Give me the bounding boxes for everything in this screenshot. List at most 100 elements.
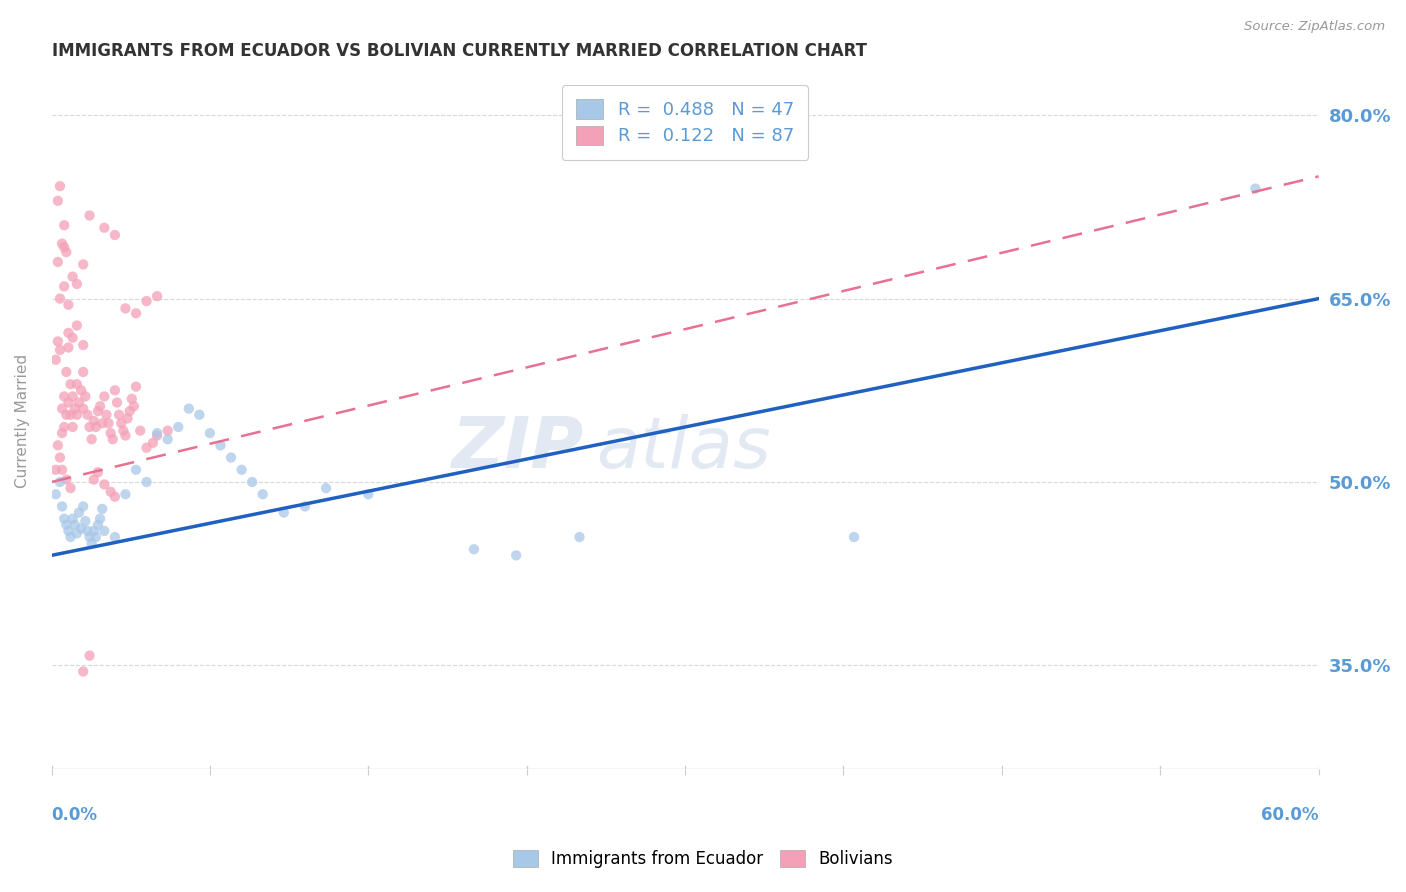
Point: [53, 389, 76, 403]
Point: [66, 526, 89, 541]
Point: [167, 420, 190, 434]
Point: [66, 377, 89, 392]
Point: [87, 517, 110, 532]
Point: [72, 665, 94, 679]
Point: [188, 408, 211, 422]
Point: [49, 179, 72, 194]
Point: [79, 209, 101, 223]
Point: [83, 473, 105, 487]
Point: [76, 524, 98, 538]
Point: [75, 389, 97, 403]
Point: [100, 484, 122, 499]
Point: [125, 463, 148, 477]
Point: [93, 389, 115, 403]
Point: [114, 301, 136, 316]
Point: [93, 477, 115, 491]
Point: [125, 379, 148, 393]
Point: [63, 517, 86, 532]
Point: [156, 424, 179, 438]
Point: [1244, 181, 1267, 195]
Point: [100, 426, 122, 441]
Point: [55, 245, 77, 260]
Point: [49, 343, 72, 357]
Point: [114, 428, 136, 442]
Point: [58, 395, 80, 409]
Point: [55, 408, 77, 422]
Point: [104, 384, 127, 398]
Point: [129, 424, 152, 438]
Point: [122, 399, 145, 413]
Point: [198, 426, 221, 441]
Point: [125, 306, 148, 320]
Point: [104, 530, 127, 544]
Point: [89, 511, 111, 525]
Text: 0.0%: 0.0%: [52, 806, 97, 824]
Point: [53, 420, 76, 434]
Point: [91, 502, 114, 516]
Point: [84, 420, 107, 434]
Point: [87, 465, 110, 479]
Point: [108, 408, 131, 422]
Point: [51, 426, 73, 441]
Point: [53, 219, 76, 233]
Point: [45, 352, 67, 367]
Point: [53, 240, 76, 254]
Point: [842, 530, 865, 544]
Point: [209, 438, 232, 452]
Text: IMMIGRANTS FROM ECUADOR VS BOLIVIAN CURRENTLY MARRIED CORRELATION CHART: IMMIGRANTS FROM ECUADOR VS BOLIVIAN CURR…: [52, 42, 866, 60]
Point: [80, 536, 103, 550]
Point: [55, 517, 77, 532]
Point: [51, 463, 73, 477]
Point: [156, 432, 179, 446]
Point: [101, 432, 124, 446]
Point: [59, 481, 82, 495]
Point: [76, 408, 98, 422]
Point: [62, 420, 84, 434]
Point: [91, 417, 114, 431]
Point: [463, 542, 485, 557]
Point: [59, 408, 82, 422]
Point: [80, 432, 103, 446]
Y-axis label: Currently Married: Currently Married: [15, 354, 30, 488]
Point: [62, 511, 84, 525]
Point: [568, 530, 591, 544]
Point: [59, 377, 82, 392]
Point: [315, 481, 337, 495]
Point: [114, 487, 136, 501]
Point: [118, 404, 141, 418]
Point: [96, 408, 118, 422]
Point: [83, 524, 105, 538]
Point: [252, 487, 274, 501]
Point: [62, 830, 84, 844]
Point: [70, 384, 93, 398]
Text: atlas: atlas: [596, 414, 770, 483]
Point: [45, 487, 67, 501]
Point: [135, 475, 157, 489]
Point: [58, 524, 80, 538]
Point: [135, 441, 157, 455]
Point: [79, 420, 101, 434]
Point: [72, 338, 94, 352]
Point: [75, 514, 97, 528]
Point: [62, 331, 84, 345]
Point: [62, 269, 84, 284]
Point: [84, 530, 107, 544]
Point: [135, 294, 157, 309]
Point: [231, 463, 253, 477]
Point: [112, 424, 135, 438]
Point: [83, 414, 105, 428]
Point: [240, 475, 263, 489]
Point: [67, 395, 90, 409]
Point: [79, 530, 101, 544]
Point: [51, 500, 73, 514]
Point: [55, 473, 77, 487]
Point: [67, 506, 90, 520]
Point: [58, 298, 80, 312]
Point: [79, 648, 101, 663]
Point: [104, 227, 127, 242]
Point: [58, 326, 80, 340]
Legend: R =  0.488   N = 47, R =  0.122   N = 87: R = 0.488 N = 47, R = 0.122 N = 87: [562, 85, 808, 160]
Point: [110, 417, 132, 431]
Point: [121, 392, 143, 406]
Point: [177, 401, 200, 416]
